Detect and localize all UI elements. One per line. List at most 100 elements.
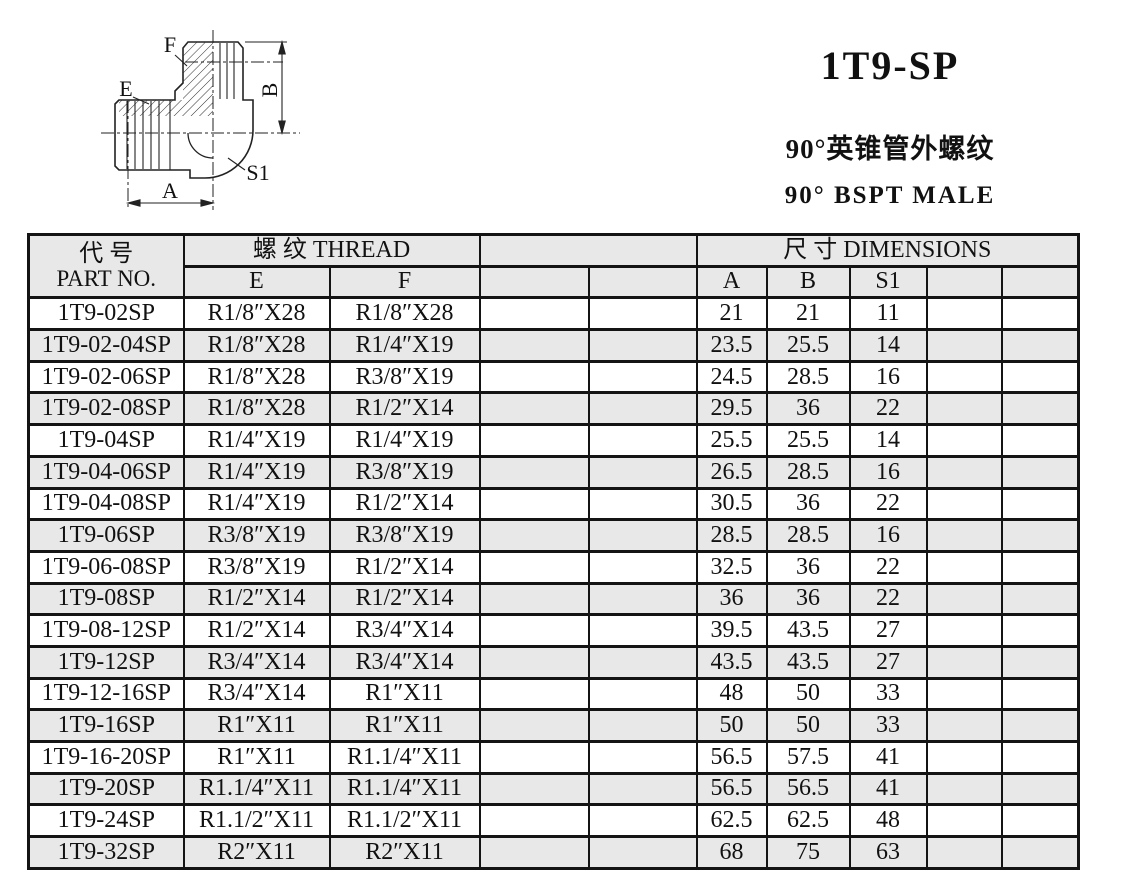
empty-cell — [587, 740, 698, 775]
empty-cell — [1000, 549, 1080, 585]
empty-cell — [925, 486, 1003, 522]
empty-cell — [1000, 676, 1080, 712]
part-no-cell: 1T9-02-08SP — [27, 391, 185, 427]
empty-cell — [1000, 771, 1080, 807]
table-row: 1T9-12-16SP R3/4″X14 R1″X11 48 50 33 — [27, 676, 1080, 712]
part-no-cell: 1T9-06SP — [27, 518, 185, 553]
empty-cell — [925, 613, 1003, 648]
table-row: 1T9-16-20SP R1″X11 R1.1/4″X11 56.5 57.5 … — [27, 740, 1080, 775]
empty-cell — [1000, 644, 1080, 680]
thread-e-cell: R1/8″X28 — [182, 359, 331, 395]
dim-a-cell: 26.5 — [695, 454, 768, 490]
empty-cell — [587, 676, 698, 712]
empty-cell — [478, 549, 590, 585]
header-empty-cell — [1000, 264, 1080, 300]
thread-e-cell: R1/8″X28 — [182, 296, 331, 332]
dim-b-cell: 25.5 — [765, 328, 851, 363]
dim-b-cell: 75 — [765, 835, 851, 870]
model-number: 1T9-SP — [820, 43, 960, 88]
header-col-a: A — [695, 264, 768, 300]
centerlines — [101, 30, 300, 210]
empty-cell — [478, 454, 590, 490]
empty-cell — [478, 359, 590, 395]
empty-cell — [587, 454, 698, 490]
empty-cell — [587, 644, 698, 680]
dim-a-cell: 30.5 — [695, 486, 768, 522]
diagram-labels: F E B A S1 — [119, 32, 282, 203]
header-row-groups: 代 号 PART NO. 螺 纹 THREAD 尺 寸 DIMENSIONS — [27, 232, 1080, 300]
dim-a-cell: 29.5 — [695, 391, 768, 427]
dim-b-cell: 28.5 — [765, 454, 851, 490]
table-row: 1T9-08SP R1/2″X14 R1/2″X14 36 36 22 — [27, 581, 1080, 617]
header-thread-group: 螺 纹 THREAD — [182, 233, 481, 268]
dim-a-cell: 50 — [695, 708, 768, 743]
thread-f-cell: R3/4″X14 — [328, 644, 481, 680]
header-col-f: F — [328, 264, 481, 300]
thread-f-cell: R2″X11 — [328, 835, 481, 870]
empty-cell — [478, 296, 590, 332]
empty-cell — [925, 454, 1003, 490]
part-no-cell: 1T9-04-06SP — [27, 454, 185, 490]
dim-s1-cell: 16 — [848, 518, 928, 553]
dim-s1-cell: 41 — [848, 740, 928, 775]
part-no-cell: 1T9-24SP — [27, 803, 185, 839]
empty-cell — [478, 676, 590, 712]
empty-cell — [925, 328, 1003, 363]
table-row: 1T9-06-08SP R3/8″X19 R1/2″X14 32.5 36 22 — [27, 549, 1080, 585]
header-empty-cell — [587, 264, 698, 300]
thread-f-cell: R1″X11 — [328, 708, 481, 743]
table-row: 1T9-16SP R1″X11 R1″X11 50 50 33 — [27, 708, 1080, 743]
dim-s1-cell: 22 — [848, 486, 928, 522]
empty-cell — [478, 581, 590, 617]
part-no-cell: 1T9-32SP — [27, 835, 185, 870]
part-no-cell: 1T9-20SP — [27, 771, 185, 807]
dim-a-cell: 43.5 — [695, 644, 768, 680]
dim-b-cell: 57.5 — [765, 740, 851, 775]
dim-s1-cell: 14 — [848, 423, 928, 458]
empty-cell — [1000, 296, 1080, 332]
part-no-cell: 1T9-02SP — [27, 296, 185, 332]
empty-cell — [925, 803, 1003, 839]
thread-f-cell: R1/2″X14 — [328, 391, 481, 427]
empty-cell — [925, 581, 1003, 617]
header-empty-cell — [478, 264, 590, 300]
empty-cell — [478, 328, 590, 363]
header-empty-cell — [925, 264, 1003, 300]
part-no-cell: 1T9-08SP — [27, 581, 185, 617]
dim-b-cell: 25.5 — [765, 423, 851, 458]
thread-f-cell: R3/8″X19 — [328, 454, 481, 490]
spec-table-header: 代 号 PART NO. 螺 纹 THREAD 尺 寸 DIMENSIONS E… — [27, 232, 1080, 300]
thread-e-cell: R3/4″X14 — [182, 676, 331, 712]
title-block: 1T9-SP 90°英锥管外螺纹 90° BSPT MALE — [690, 42, 1090, 210]
part-no-cell: 1T9-02-06SP — [27, 359, 185, 395]
thread-e-cell: R1/8″X28 — [182, 328, 331, 363]
empty-cell — [1000, 359, 1080, 395]
empty-cell — [925, 296, 1003, 332]
empty-cell — [587, 549, 698, 585]
thread-e-cell: R1/2″X14 — [182, 581, 331, 617]
empty-cell — [478, 518, 590, 553]
thread-f-cell: R3/8″X19 — [328, 518, 481, 553]
thread-f-cell: R1/8″X28 — [328, 296, 481, 332]
empty-cell — [925, 359, 1003, 395]
empty-cell — [478, 391, 590, 427]
dim-b-cell: 36 — [765, 486, 851, 522]
thread-lines — [126, 43, 235, 170]
table-row: 1T9-04SP R1/4″X19 R1/4″X19 25.5 25.5 14 — [27, 423, 1080, 458]
dim-b-cell: 21 — [765, 296, 851, 332]
thread-e-cell: R1/4″X19 — [182, 423, 331, 458]
thread-e-cell: R1.1/2″X11 — [182, 803, 331, 839]
dim-s1-cell: 16 — [848, 454, 928, 490]
table-row: 1T9-02-04SP R1/8″X28 R1/4″X19 23.5 25.5 … — [27, 328, 1080, 363]
spec-table: 代 号 PART NO. 螺 纹 THREAD 尺 寸 DIMENSIONS E… — [27, 232, 1081, 870]
header-part-no: 代 号 PART NO. — [27, 232, 185, 300]
table-row: 1T9-32SP R2″X11 R2″X11 68 75 63 — [27, 835, 1080, 870]
table-row: 1T9-02SP R1/8″X28 R1/8″X28 21 21 11 — [27, 296, 1080, 332]
empty-cell — [1000, 391, 1080, 427]
dim-s1-cell: 33 — [848, 676, 928, 712]
table-row: 1T9-24SP R1.1/2″X11 R1.1/2″X11 62.5 62.5… — [27, 803, 1080, 839]
thread-f-cell: R1.1/4″X11 — [328, 740, 481, 775]
dim-a-cell: 36 — [695, 581, 768, 617]
dim-a-cell: 23.5 — [695, 328, 768, 363]
empty-cell — [1000, 486, 1080, 522]
